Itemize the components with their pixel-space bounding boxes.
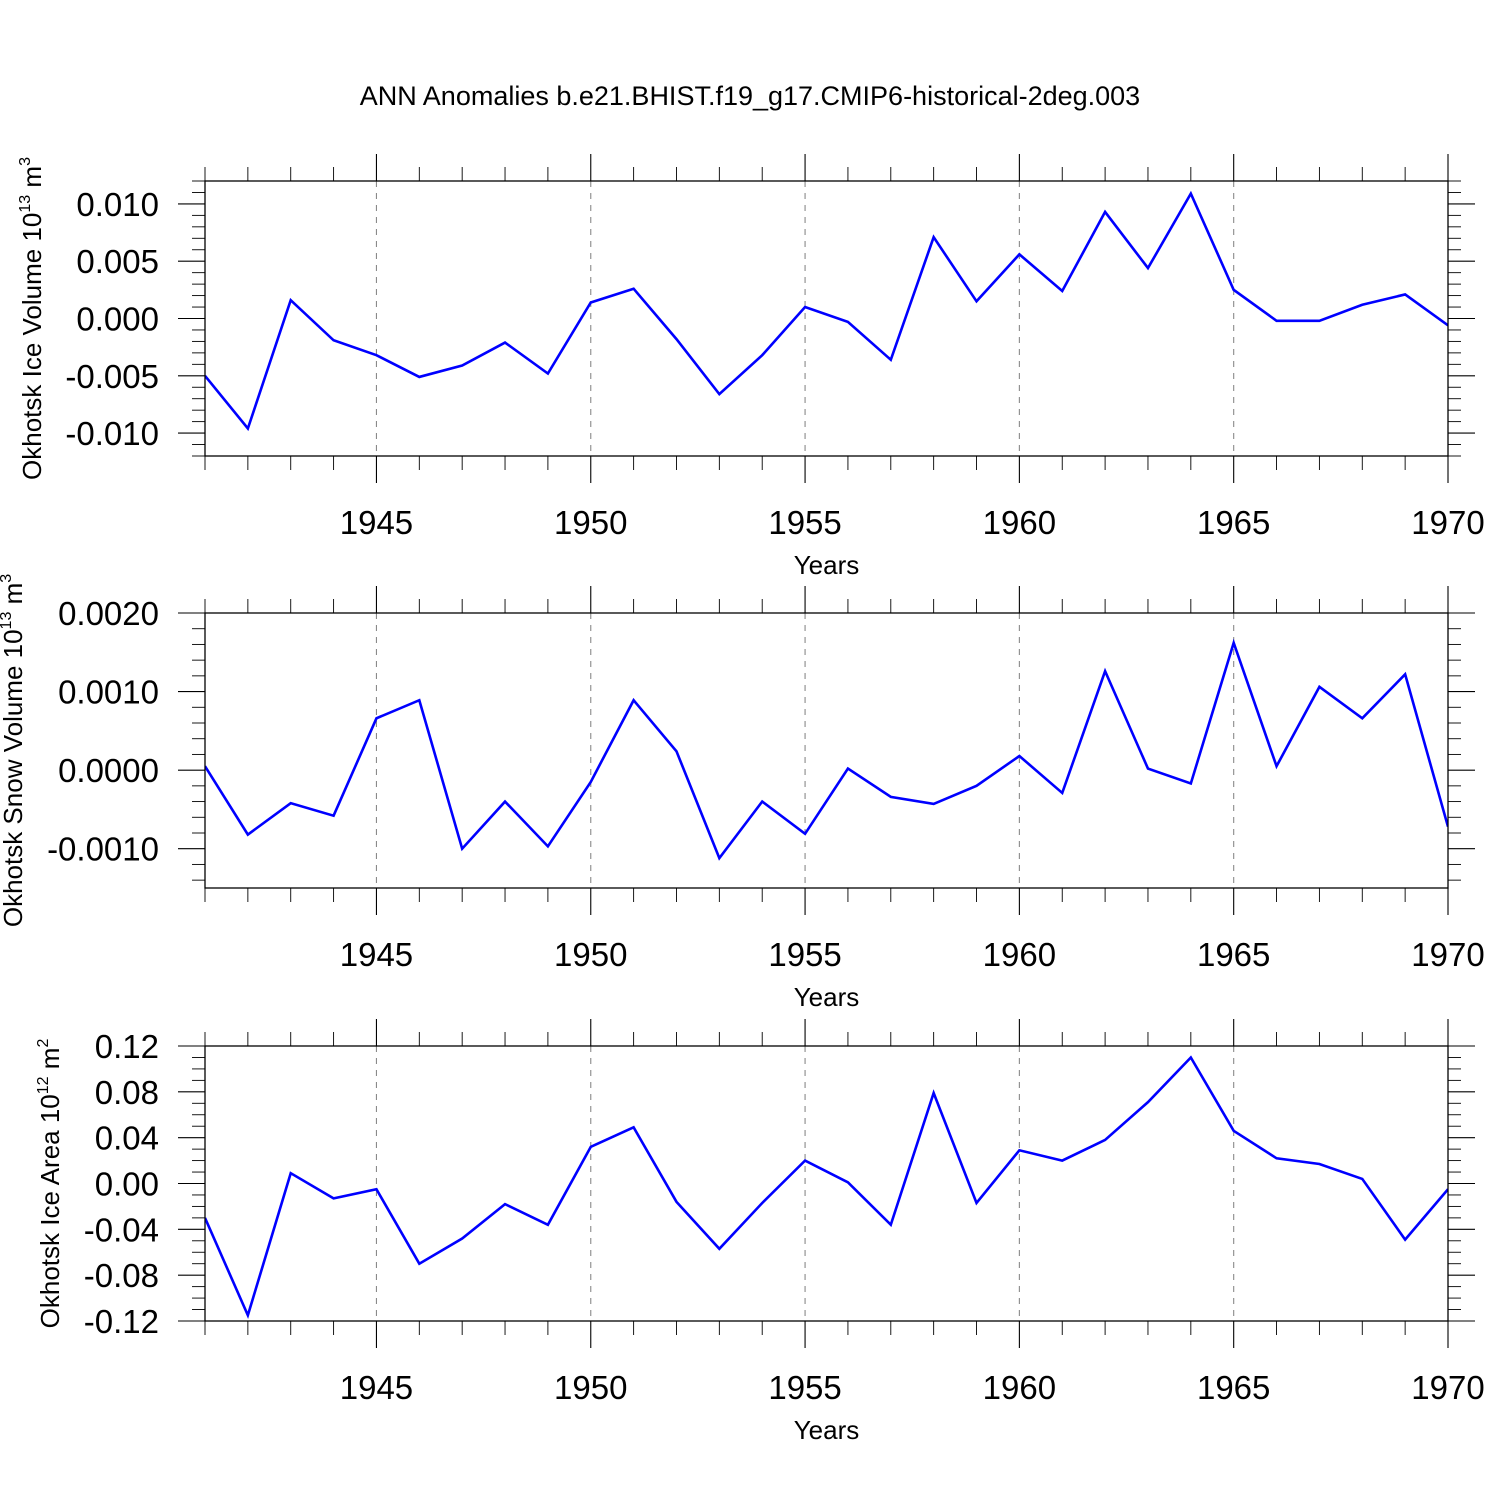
x-tick-label: 1970: [1411, 1369, 1484, 1406]
plot-frame: [204, 180, 1449, 457]
x-tick-label: 1965: [1197, 936, 1270, 973]
y-axis-title-unit-exp: 2: [35, 1039, 52, 1048]
x-tick-label: 1965: [1197, 1369, 1270, 1406]
y-axis-title-unit: m: [17, 166, 47, 195]
y-axis-title-main: Okhotsk Ice Area 10: [35, 1094, 65, 1328]
plot-frame: [204, 612, 1449, 889]
y-tick-label: -0.08: [84, 1257, 159, 1294]
series-line: [205, 190, 1448, 432]
y-axis-title: Okhotsk Snow Volume 1013 m3: [0, 574, 28, 927]
y-axis-title: Okhotsk Ice Area 1012 m2: [35, 1039, 65, 1329]
x-tick-label: 1965: [1197, 504, 1270, 541]
x-axis-title: Years: [794, 982, 860, 1012]
x-tick-label: 1960: [983, 936, 1056, 973]
y-tick-label: 0.04: [95, 1120, 159, 1157]
y-axis-title-main: Okhotsk Ice Volume 10: [17, 213, 47, 480]
x-tick-label: 1970: [1411, 504, 1484, 541]
x-tick-label: 1950: [554, 504, 627, 541]
x-tick-label: 1950: [554, 1369, 627, 1406]
x-tick-label: 1955: [768, 936, 841, 973]
panels: -0.010 -0.005 0.000 0.005 0.010 1945 1950 1955 1…: [0, 154, 1485, 1445]
y-axis-title: Okhotsk Ice Volume 1013 m3: [17, 157, 47, 480]
y-tick-label: -0.0010: [47, 831, 159, 868]
x-tick-label: 1955: [768, 504, 841, 541]
y-tick-label: 0.08: [95, 1074, 159, 1111]
y-tick-label: 0.0020: [58, 595, 159, 632]
x-tick-label: 1970: [1411, 936, 1484, 973]
y-tick-label: 0.000: [76, 301, 159, 338]
y-axis-title-exp: 13: [17, 195, 34, 213]
y-tick-label: 0.005: [76, 243, 159, 280]
series-line: [205, 1055, 1448, 1320]
y-tick-label: 0.0000: [58, 752, 159, 789]
x-tick-label: 1945: [340, 1369, 413, 1406]
plot-frame: [204, 1045, 1449, 1322]
y-tick-label: 0.12: [95, 1028, 159, 1065]
figure-title: ANN Anomalies b.e21.BHIST.f19_g17.CMIP6-…: [360, 81, 1140, 111]
y-tick-label: 0.0010: [58, 674, 159, 711]
y-tick-label: 0.010: [76, 186, 159, 223]
y-tick-label: 0.00: [95, 1166, 159, 1203]
panel-1: -0.010 -0.005 0.000 0.005 0.010 1945 1950 1955 1…: [17, 154, 1485, 580]
series-line: [205, 638, 1448, 861]
y-tick-label: -0.005: [65, 358, 159, 395]
y-tick-label: -0.12: [84, 1303, 159, 1340]
y-axis-title-exp: 13: [0, 612, 15, 630]
y-axis-title-unit: m: [0, 583, 28, 612]
y-axis-title-exp: 12: [35, 1076, 52, 1094]
y-axis-title-unit-exp: 3: [0, 574, 15, 583]
y-tick-label: -0.010: [65, 415, 159, 452]
x-tick-label: 1960: [983, 1369, 1056, 1406]
x-axis-title: Years: [794, 1415, 860, 1445]
panel-2: -0.0010 0.0000 0.0010 0.0020 1945 1950 1955 196…: [0, 574, 1485, 1012]
x-tick-label: 1950: [554, 936, 627, 973]
y-tick-label: -0.04: [84, 1211, 159, 1248]
panel-3: -0.12 -0.08 -0.04 0.00 0.04 0.08 0.12 1945 1950 1…: [35, 1019, 1485, 1445]
x-axis-title: Years: [794, 550, 860, 580]
x-tick-label: 1945: [340, 936, 413, 973]
x-tick-label: 1945: [340, 504, 413, 541]
y-axis-title-main: Okhotsk Snow Volume 10: [0, 629, 28, 927]
x-tick-label: 1960: [983, 504, 1056, 541]
x-tick-label: 1955: [768, 1369, 841, 1406]
y-axis-title-unit: m: [35, 1048, 65, 1077]
y-axis-title-unit-exp: 3: [17, 157, 34, 166]
